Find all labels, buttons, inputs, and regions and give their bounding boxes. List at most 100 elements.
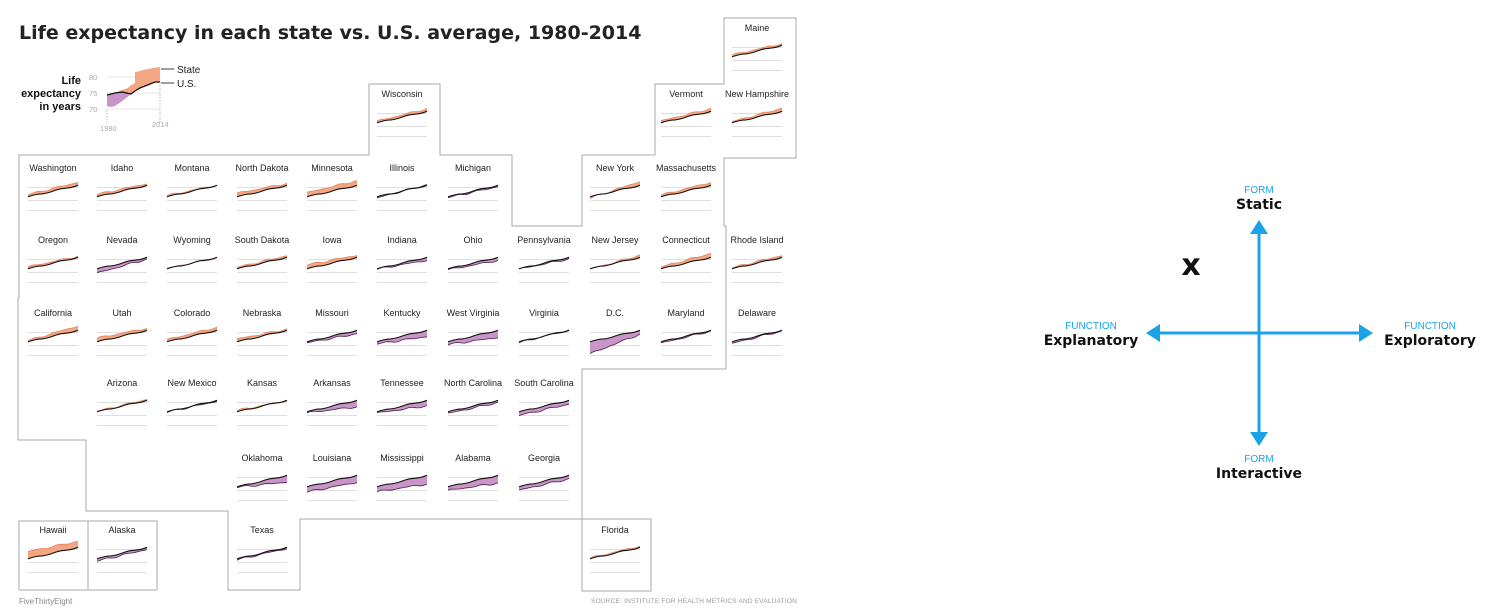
us-average-line	[589, 546, 641, 560]
state-tile-north-dakota: North Dakota	[235, 163, 289, 211]
state-label: Maryland	[667, 308, 704, 318]
state-tile-south-carolina: South Carolina	[514, 378, 574, 426]
state-label: Arizona	[107, 378, 138, 388]
state-tile-california: California	[27, 308, 79, 356]
us-average-line	[518, 329, 570, 343]
state-label: Tennessee	[380, 378, 424, 388]
state-label: Alabama	[455, 453, 491, 463]
state-tile-arizona: Arizona	[96, 378, 148, 426]
state-line	[306, 255, 358, 266]
state-label: Minnesota	[311, 163, 353, 173]
legend-xtick-1980: 1980	[100, 124, 117, 133]
us-average-line	[306, 256, 358, 270]
state-tile-virginia: Virginia	[518, 308, 570, 356]
us-average-line	[731, 44, 783, 58]
state-tile-wisconsin: Wisconsin	[376, 89, 428, 137]
gap-area	[519, 400, 569, 416]
state-tile-south-dakota: South Dakota	[235, 235, 290, 283]
state-tile-mississippi: Mississippi	[376, 453, 428, 501]
state-line	[306, 482, 358, 493]
state-tile-delaware: Delaware	[731, 308, 783, 356]
state-tile-kentucky: Kentucky	[376, 308, 428, 356]
legend-xtick-2014: 2014	[152, 120, 169, 129]
diagram-axes	[1146, 220, 1373, 446]
legend-below-area	[107, 92, 131, 107]
us-average-line	[660, 110, 712, 124]
state-tile-ohio: Ohio	[447, 235, 499, 283]
right-axis-label: Exploratory	[1384, 333, 1476, 349]
gap-area	[377, 475, 427, 492]
us-average-line	[660, 256, 712, 270]
us-average-line	[236, 546, 288, 560]
state-line	[376, 107, 428, 122]
state-tile-new-jersey: New Jersey	[589, 235, 641, 283]
state-tile-montana: Montana	[166, 163, 218, 211]
legend-us-label: U.S.	[177, 79, 196, 90]
state-label: Idaho	[111, 163, 134, 173]
us-average-line	[518, 256, 570, 270]
state-label: Rhode Island	[730, 235, 783, 245]
state-tile-michigan: Michigan	[447, 163, 499, 211]
us-average-line	[731, 110, 783, 124]
state-line	[236, 255, 288, 268]
state-line	[447, 482, 499, 491]
state-label: Pennsylvania	[517, 235, 571, 245]
state-tile-oregon: Oregon	[27, 235, 79, 283]
state-label: Virginia	[529, 308, 559, 318]
state-label: Alaska	[108, 525, 135, 535]
state-line	[447, 337, 499, 346]
alaska-box	[87, 520, 158, 591]
us-average-line	[306, 184, 358, 198]
us-average-line	[27, 184, 79, 198]
state-line	[376, 405, 428, 413]
us-average-line	[518, 474, 570, 488]
gap-area	[732, 108, 782, 123]
state-line	[306, 179, 358, 193]
state-label: South Dakota	[235, 235, 290, 245]
us-average-line	[731, 329, 783, 343]
state-tile-maine: Maine	[731, 23, 783, 71]
state-label: Illinois	[389, 163, 415, 173]
state-tile-wyoming: Wyoming	[166, 235, 218, 283]
us-average-line	[589, 256, 641, 270]
state-tile-missouri: Missouri	[306, 308, 358, 356]
legend-ylabel-1: Life	[61, 75, 81, 87]
state-line	[96, 327, 148, 339]
state-grid-chart: Life expectancy in each state vs. U.S. a…	[17, 17, 797, 606]
us-average-line	[96, 399, 148, 413]
gap-area	[28, 182, 78, 197]
gap-area	[307, 475, 357, 493]
state-label: New Hampshire	[725, 89, 789, 99]
state-label: North Carolina	[444, 378, 502, 388]
state-line	[27, 540, 79, 552]
state-tile-alabama: Alabama	[447, 453, 499, 501]
gap-area	[28, 541, 78, 559]
us-average-line	[376, 256, 428, 270]
state-tile-hawaii: Hawaii	[27, 525, 79, 573]
state-label: Maine	[745, 23, 770, 33]
state-tile-pennsylvania: Pennsylvania	[517, 235, 571, 283]
arrow-up-icon	[1250, 220, 1268, 234]
us-average-line	[306, 329, 358, 343]
gap-area	[448, 330, 498, 345]
legend-state-label: State	[177, 65, 201, 76]
state-tile-georgia: Georgia	[518, 453, 570, 501]
state-label: Kansas	[247, 378, 278, 388]
us-average-line	[306, 399, 358, 413]
legend-ytick-75: 75	[89, 89, 97, 98]
state-tile-louisiana: Louisiana	[306, 453, 358, 501]
state-tile-oklahoma: Oklahoma	[236, 453, 288, 501]
state-tile-north-carolina: North Carolina	[444, 378, 502, 426]
state-line	[518, 258, 570, 270]
state-line	[518, 478, 570, 491]
us-average-line	[376, 110, 428, 124]
legend-ylabel-3: in years	[39, 101, 81, 113]
state-label: D.C.	[606, 308, 624, 318]
us-average-line	[96, 184, 148, 198]
arrow-left-icon	[1146, 324, 1160, 342]
state-tile-texas: Texas	[236, 525, 288, 573]
state-line	[660, 330, 712, 344]
state-tile-colorado: Colorado	[166, 308, 218, 356]
state-label: West Virginia	[447, 308, 500, 318]
footer-brand: FiveThirtyEight	[19, 597, 73, 606]
